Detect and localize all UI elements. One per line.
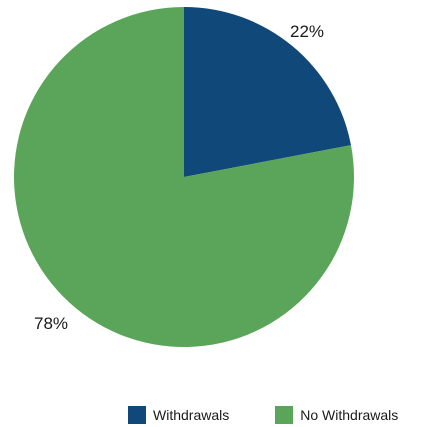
- legend-item-no-withdrawals: No Withdrawals: [275, 406, 398, 424]
- pie-labels: 22% 78%: [34, 22, 324, 333]
- data-label-no-withdrawals: 78%: [34, 314, 68, 333]
- pie-slice-no-withdrawals: [14, 7, 354, 347]
- pie-slices: [14, 7, 354, 347]
- legend-label-withdrawals: Withdrawals: [153, 407, 230, 423]
- legend: Withdrawals No Withdrawals: [128, 406, 398, 424]
- legend-swatch-no-withdrawals: [275, 406, 294, 424]
- legend-item-withdrawals: Withdrawals: [128, 406, 229, 424]
- pie-slice-withdrawals: [184, 7, 351, 177]
- legend-swatch-withdrawals: [128, 406, 146, 424]
- legend-label-no-withdrawals: No Withdrawals: [300, 407, 399, 423]
- data-label-withdrawals: 22%: [290, 22, 324, 41]
